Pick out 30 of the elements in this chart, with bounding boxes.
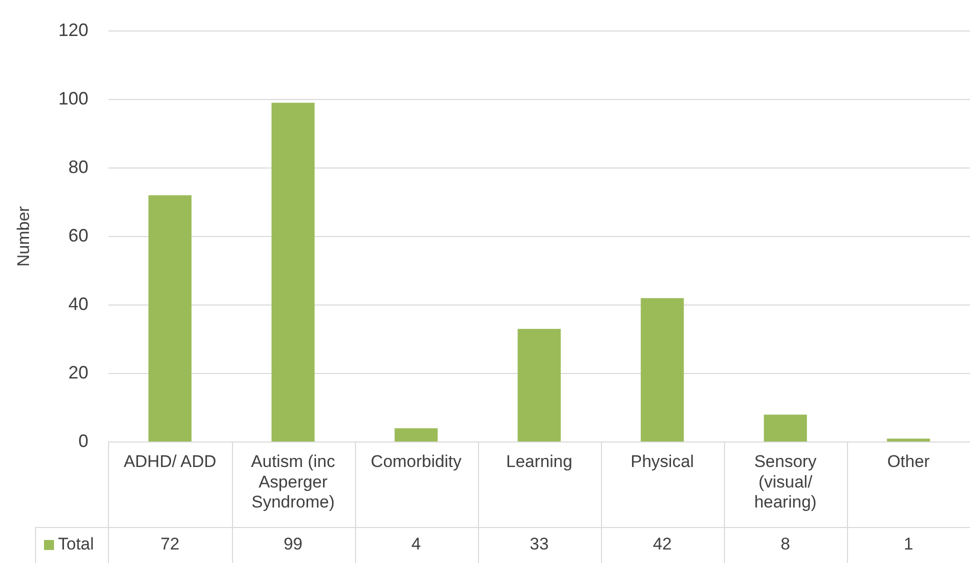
x-tick-label: Physical [630, 452, 694, 471]
bar [886, 438, 930, 442]
y-tick-label: 40 [68, 294, 88, 314]
data-label: 33 [530, 534, 549, 554]
data-label: 72 [160, 534, 180, 554]
data-label: 4 [411, 534, 421, 554]
y-tick-label: 80 [68, 156, 88, 177]
bar [148, 195, 192, 442]
x-tick-label: Learning [506, 452, 572, 471]
y-tick-label: 100 [58, 88, 88, 108]
bar [764, 414, 807, 442]
x-tick-label: Other [887, 452, 930, 471]
y-tick-label: 20 [68, 362, 88, 382]
x-tick-label: Sensory (visual/ hearing) [754, 452, 818, 512]
y-tick-label: 120 [58, 20, 88, 40]
legend-label: Total [58, 534, 94, 554]
data-label: 42 [652, 534, 672, 554]
data-label: 99 [284, 534, 303, 554]
bar [518, 328, 561, 442]
x-tick-label: Comorbidity [370, 452, 462, 471]
x-tick-label: ADHD/ ADD [124, 452, 216, 471]
data-label: 8 [780, 534, 790, 554]
bar [640, 298, 684, 442]
y-tick-label: 0 [78, 430, 88, 451]
x-tick-label: Autism (inc Asperger Syndrome) [251, 452, 336, 512]
data-label: 1 [904, 534, 914, 554]
y-tick-label: 60 [68, 225, 88, 246]
y-axis-title: Number [14, 206, 33, 267]
bar [394, 428, 438, 442]
bar [272, 102, 315, 442]
